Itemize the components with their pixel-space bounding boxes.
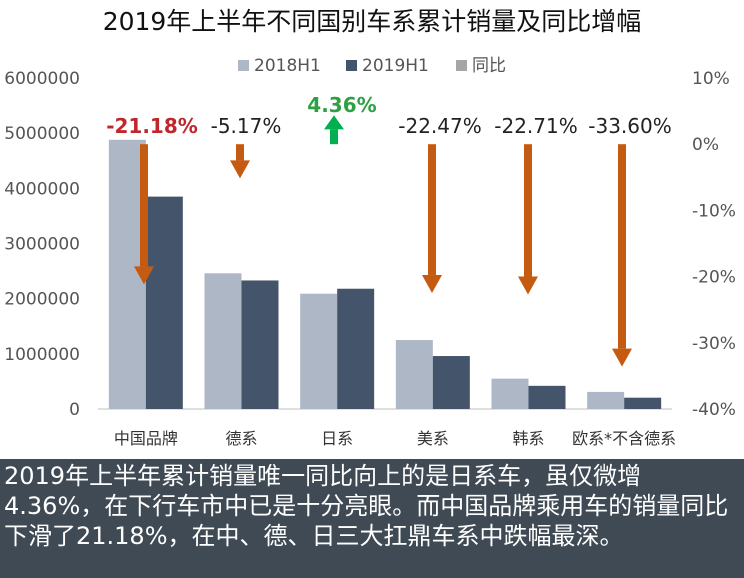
- y-right-tick-label: -40%: [692, 400, 736, 420]
- arrow-down-icon: [518, 144, 538, 295]
- bar-2018h1: [204, 273, 242, 409]
- bar-2019h1: [337, 288, 375, 409]
- x-tick-label: 欧系*不含德系: [572, 429, 676, 448]
- y-left-tick-label: 6000000: [4, 69, 80, 89]
- chart-title: 2019年上半年不同国别车系累计销量及同比增幅: [102, 7, 642, 36]
- x-axis-labels: 中国品牌 德系 日系 美系 韩系 欧系*不含德系: [114, 429, 676, 448]
- bar-2018h1: [587, 391, 625, 409]
- bar-2019h1: [241, 280, 279, 409]
- x-tick-label: 美系: [417, 429, 449, 448]
- legend-label: 2018H1: [254, 56, 321, 76]
- y-left-tick-label: 4000000: [4, 179, 80, 199]
- y-right-tick-label: -10%: [692, 201, 736, 221]
- arrow-down-icon: [612, 144, 632, 367]
- bar-2019h1: [624, 397, 662, 409]
- legend-item: 2018H1: [238, 56, 321, 76]
- bar-2018h1: [395, 340, 433, 409]
- y-left-tick-label: 3000000: [4, 235, 80, 255]
- yoy-label: -22.71%: [494, 114, 577, 138]
- yoy-label: -21.18%: [106, 114, 198, 138]
- y-left-tick-label: 1000000: [4, 345, 80, 365]
- y-left-tick-label: 5000000: [4, 124, 80, 144]
- y-left-tick-label: 2000000: [4, 290, 80, 310]
- bar-2019h1: [432, 356, 470, 409]
- arrow-down-icon: [230, 144, 250, 179]
- legend-label: 同比: [472, 56, 506, 76]
- yoy-label: -33.60%: [588, 114, 671, 138]
- bar-2018h1: [300, 293, 338, 409]
- x-tick-label: 日系: [321, 429, 353, 448]
- yoy-labels: -21.18% -5.17% 4.36% -22.47% -22.71% -33.60%: [106, 93, 672, 138]
- x-tick-label: 韩系: [512, 429, 544, 448]
- caption-text: 2019年上半年累计销量唯一同比向上的是日系车，虽仅微增4.36%，在下行车市中…: [0, 459, 744, 578]
- yoy-label: -5.17%: [211, 114, 282, 138]
- legend-label: 2019H1: [362, 56, 429, 76]
- chart: 2018H1 2019H1 同比 0 1000000 2000000 3000000 400…: [4, 56, 736, 448]
- arrow-down-icon: [422, 144, 442, 293]
- y-right-tick-label: 0%: [692, 135, 719, 155]
- legend: 2018H1 2019H1 同比: [238, 56, 506, 76]
- left-axis: 0 1000000 2000000 3000000 4000000 5000000 6000…: [4, 69, 672, 420]
- right-axis: 10% 0% -10% -20% -30% -40%: [692, 69, 736, 420]
- yoy-arrows: [134, 115, 632, 367]
- y-left-tick-label: 0: [69, 400, 80, 420]
- bar-2019h1: [145, 196, 183, 409]
- arrow-up-icon: [324, 115, 344, 145]
- y-right-tick-label: -30%: [692, 334, 736, 354]
- legend-swatch: [346, 60, 357, 71]
- arrow-down-icon: [134, 144, 154, 285]
- y-right-tick-label: -20%: [692, 268, 736, 288]
- yoy-label: -22.47%: [398, 114, 481, 138]
- yoy-label: 4.36%: [307, 93, 376, 117]
- x-tick-label: 中国品牌: [114, 429, 178, 448]
- legend-item: 2019H1: [346, 56, 429, 76]
- bar-2019h1: [528, 385, 566, 409]
- x-tick-label: 德系: [225, 429, 257, 448]
- bar-2018h1: [491, 378, 529, 409]
- legend-item: 同比: [456, 56, 506, 76]
- legend-swatch: [456, 60, 467, 71]
- bars: [108, 139, 662, 409]
- legend-swatch: [238, 60, 249, 71]
- y-right-tick-label: 10%: [692, 69, 730, 89]
